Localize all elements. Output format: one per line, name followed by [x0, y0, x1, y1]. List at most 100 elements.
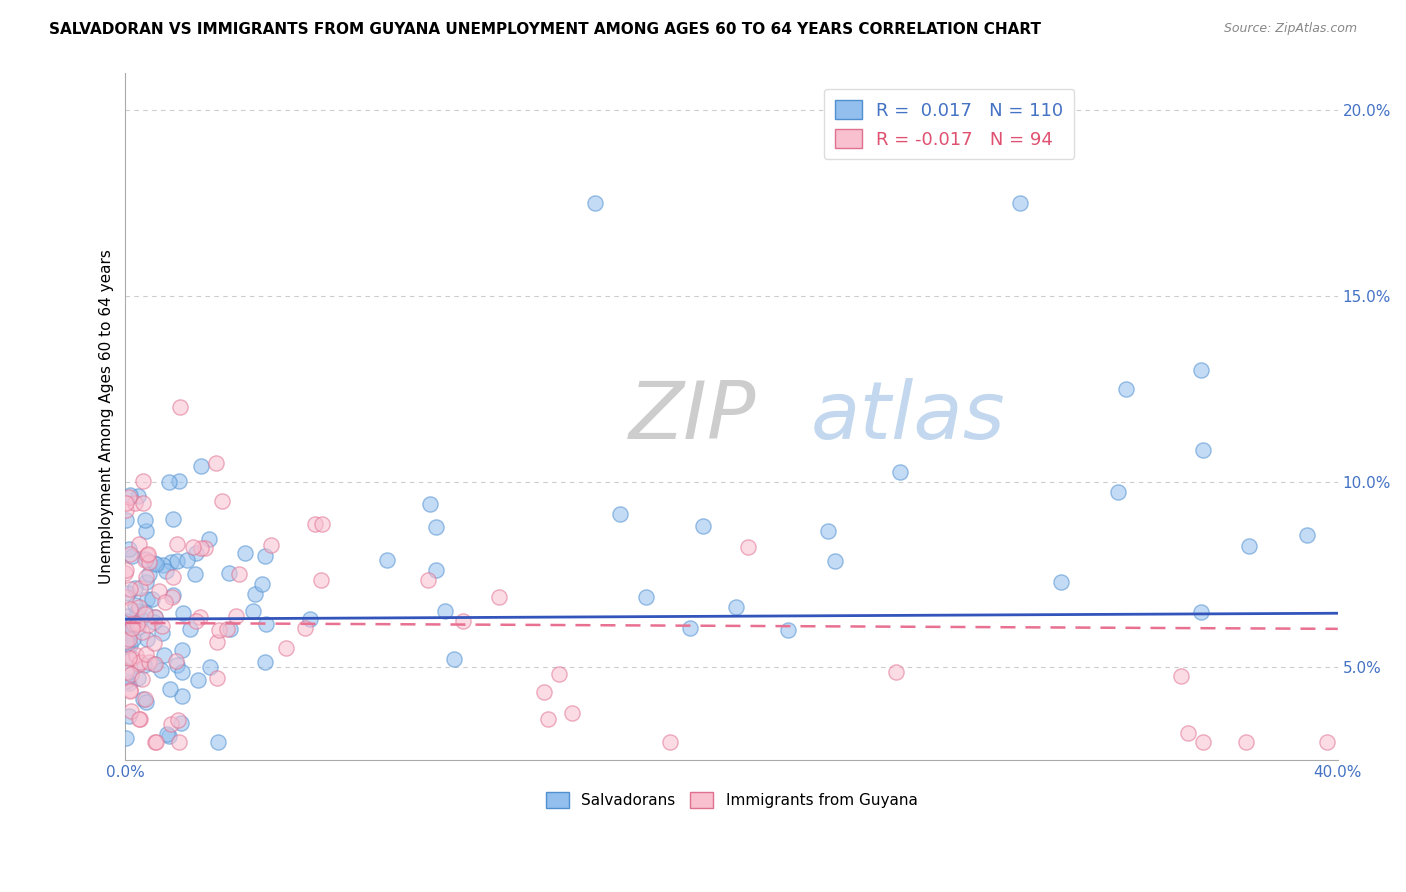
Point [117, 626, 139, 640]
Point [150, 619, 173, 633]
Point [122, 632, 145, 646]
Point [127, 604, 149, 618]
Point [135, 632, 157, 647]
Point [889, 465, 911, 479]
Point [725, 600, 748, 615]
Point [304, 516, 326, 531]
Point [176, 553, 198, 567]
Point [127, 671, 149, 685]
Point [121, 621, 143, 635]
Point [118, 547, 141, 561]
Point [135, 524, 157, 538]
Point [115, 731, 138, 745]
Point [115, 640, 138, 654]
Point [233, 546, 256, 560]
Point [142, 657, 165, 672]
Point [1192, 735, 1215, 749]
Point [1189, 363, 1212, 377]
Point [134, 691, 156, 706]
Point [254, 549, 277, 564]
Point [131, 624, 153, 639]
Point [1008, 196, 1031, 211]
Point [298, 612, 321, 626]
Point [1115, 382, 1137, 396]
Point [533, 685, 555, 699]
Point [129, 612, 152, 626]
Point [419, 497, 441, 511]
Point [124, 581, 146, 595]
Point [142, 635, 165, 649]
Point [166, 537, 188, 551]
Point [187, 673, 209, 687]
Point [129, 712, 152, 726]
Point [169, 401, 191, 415]
Point [166, 658, 188, 673]
Point [184, 567, 207, 582]
Point [120, 666, 142, 681]
Point [1050, 574, 1073, 589]
Point [118, 632, 141, 646]
Point [488, 590, 510, 604]
Point [150, 626, 173, 640]
Point [165, 654, 187, 668]
Point [162, 512, 184, 526]
Point [160, 591, 183, 605]
Point [134, 605, 156, 619]
Point [121, 549, 143, 564]
Point [172, 606, 194, 620]
Point [433, 603, 456, 617]
Point [198, 532, 221, 546]
Point [135, 548, 157, 562]
Point [132, 657, 155, 672]
Point [253, 655, 276, 669]
Point [149, 663, 172, 677]
Point [114, 513, 136, 527]
Point [120, 639, 142, 653]
Point [118, 488, 141, 502]
Point [242, 604, 264, 618]
Point [118, 541, 141, 556]
Point [135, 552, 157, 566]
Point [134, 553, 156, 567]
Point [311, 516, 333, 531]
Point [114, 615, 136, 629]
Point [228, 566, 250, 581]
Point [114, 674, 136, 689]
Text: ZIP: ZIP [628, 377, 756, 456]
Point [132, 474, 155, 488]
Point [143, 610, 166, 624]
Point [692, 519, 714, 533]
Point [135, 574, 157, 589]
Point [188, 610, 211, 624]
Point [1192, 442, 1215, 457]
Point [181, 540, 204, 554]
Point [1177, 726, 1199, 740]
Point [118, 649, 141, 664]
Point [115, 615, 138, 629]
Point [817, 524, 839, 539]
Point [145, 557, 167, 571]
Point [1237, 540, 1260, 554]
Point [215, 622, 238, 636]
Point [118, 665, 141, 679]
Point [166, 713, 188, 727]
Point [128, 599, 150, 614]
Point [218, 623, 240, 637]
Point [114, 563, 136, 577]
Point [135, 648, 157, 662]
Point [120, 705, 142, 719]
Point [118, 627, 141, 641]
Point [443, 651, 465, 665]
Point [1008, 121, 1031, 136]
Point [138, 567, 160, 582]
Point [134, 513, 156, 527]
Point [145, 735, 167, 749]
Point [152, 558, 174, 572]
Text: SALVADORAN VS IMMIGRANTS FROM GUYANA UNEMPLOYMENT AMONG AGES 60 TO 64 YEARS CORR: SALVADORAN VS IMMIGRANTS FROM GUYANA UNE… [49, 22, 1042, 37]
Point [128, 656, 150, 670]
Point [155, 564, 177, 578]
Point [884, 665, 907, 679]
Point [1316, 735, 1339, 749]
Point [636, 590, 658, 604]
Point [135, 695, 157, 709]
